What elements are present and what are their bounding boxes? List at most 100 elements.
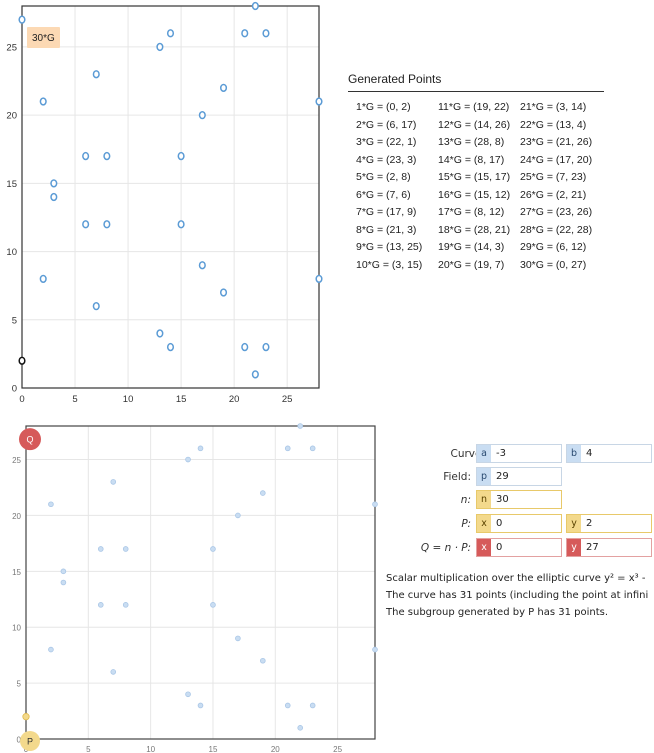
data-point — [177, 220, 185, 229]
n-input[interactable]: n 30 — [476, 490, 562, 509]
data-point — [166, 342, 175, 352]
x-tick-label: 20 — [271, 745, 280, 753]
field-p-input[interactable]: p 29 — [476, 467, 562, 486]
Px-value: 0 — [496, 518, 503, 529]
data-point — [50, 179, 58, 188]
x-tick-label: 10 — [146, 745, 155, 753]
data-point — [122, 602, 129, 608]
data-point — [122, 546, 129, 552]
x-tick-label: 25 — [282, 394, 293, 405]
generated-point-entry: 3*G = (22, 1) — [356, 136, 417, 148]
x-tick-label: 5 — [72, 394, 77, 405]
generated-point-entry: 13*G = (28, 8) — [438, 136, 505, 148]
n-tag: n — [477, 491, 491, 508]
data-point — [198, 110, 206, 120]
data-point — [18, 15, 26, 24]
generated-point-entry: 29*G = (6, 12) — [520, 241, 587, 253]
generated-points-table: 1*G = (0, 2) 11*G = (19, 22) 21*G = (3, 14… — [356, 100, 610, 273]
Px-input[interactable]: x 0 — [476, 514, 562, 533]
Py-value: 2 — [586, 518, 593, 529]
description-line-1: Scalar multiplication over the elliptic … — [386, 573, 646, 584]
generated-point-entry: 14*G = (8, 17) — [438, 153, 505, 166]
p-tag: p — [477, 468, 491, 485]
data-point — [39, 97, 47, 106]
data-point — [260, 657, 266, 664]
data-point — [198, 261, 206, 270]
y-tick-label: 20 — [6, 111, 17, 122]
data-point — [284, 702, 291, 709]
b-value: 4 — [586, 448, 593, 459]
generated-point-entry: 27*G = (23, 26) — [520, 206, 593, 218]
Qy-output: y 27 — [566, 538, 652, 557]
data-point — [97, 546, 104, 552]
Qx-output: x 0 — [476, 538, 562, 557]
data-point — [219, 83, 228, 93]
data-point — [210, 602, 216, 608]
scalar-multiplication-chart[interactable]: 05101520250510152025QP — [0, 414, 380, 753]
data-point — [309, 445, 316, 452]
y-tick-label: 5 — [17, 680, 22, 689]
x-tick-label: 10 — [123, 394, 134, 405]
generated-point-entry: 8*G = (21, 3) — [356, 223, 417, 236]
generated-point-entry: 30*G = (0, 27) — [520, 258, 587, 271]
annotation-label: 30*G — [32, 33, 55, 44]
generated-point-entry: 18*G = (28, 21) — [438, 223, 511, 236]
data-point — [97, 602, 104, 608]
data-point — [48, 646, 54, 653]
data-point — [50, 192, 58, 202]
x-tick-label: 25 — [333, 745, 342, 753]
curve-label: Curve: — [450, 448, 485, 460]
data-point — [262, 29, 270, 38]
generated-point-entry: 20*G = (19, 7) — [438, 258, 505, 271]
generated-point-entry: 24*G = (17, 20) — [520, 153, 593, 166]
curve-b-input[interactable]: b 4 — [566, 444, 652, 463]
field-label: Field: — [443, 471, 471, 483]
data-point — [166, 29, 175, 38]
y-tick-label: 10 — [12, 624, 21, 633]
data-point — [219, 288, 228, 297]
y-tick-label: 25 — [12, 456, 21, 465]
data-point — [315, 97, 323, 106]
curve-a-input[interactable]: a -3 — [476, 444, 562, 463]
data-point — [103, 151, 111, 161]
data-point — [297, 423, 304, 429]
generated-point-entry: 28*G = (22, 28) — [520, 223, 593, 236]
generated-point-entry: 6*G = (7, 6) — [356, 188, 411, 201]
n-value: 30 — [496, 494, 509, 505]
P-label: P: — [461, 518, 471, 530]
generated-point-entry: 26*G = (2, 21) — [520, 188, 587, 201]
generated-point-entry: 17*G = (8, 12) — [438, 206, 505, 218]
plot-frame — [21, 5, 320, 389]
data-point — [156, 329, 164, 338]
y-tick-label: 15 — [12, 568, 21, 577]
Py-input[interactable]: y 2 — [566, 514, 652, 533]
generated-point-entry: 4*G = (23, 3) — [356, 153, 417, 166]
generated-points-chart: 0 5 10 15 20 25 0 5 10 15 20 25 30*G — [6, 1, 323, 405]
generated-point-entry: 16*G = (15, 12) — [438, 188, 511, 201]
data-point — [260, 490, 266, 496]
data-point — [210, 546, 216, 552]
generated-point-entry: 11*G = (19, 22) — [438, 101, 510, 113]
data-point — [18, 356, 26, 365]
description-line-2: The curve has 31 points (including the p… — [386, 590, 649, 601]
data-point — [60, 579, 67, 586]
Q-marker — [19, 428, 41, 451]
data-point — [197, 702, 204, 709]
data-point — [103, 220, 111, 229]
data-point — [82, 151, 90, 161]
data-point — [92, 70, 100, 79]
annotation-box — [27, 27, 60, 48]
x-tick-label: 20 — [229, 394, 240, 405]
y-tick-label: 0 — [17, 736, 22, 745]
data-point — [372, 501, 378, 508]
P-marker — [20, 731, 40, 751]
data-point — [235, 512, 241, 519]
generated-point-entry: 5*G = (2, 8) — [356, 171, 411, 183]
annotation-30G: 30*G — [27, 27, 60, 48]
generated-point-entry: 12*G = (14, 26) — [438, 118, 511, 131]
generated-point-entry: 21*G = (3, 14) — [520, 101, 587, 113]
data-point — [251, 370, 259, 379]
data-point — [241, 29, 249, 38]
data-point — [315, 274, 323, 284]
generated-point-entry: 22*G = (13, 4) — [520, 118, 587, 131]
